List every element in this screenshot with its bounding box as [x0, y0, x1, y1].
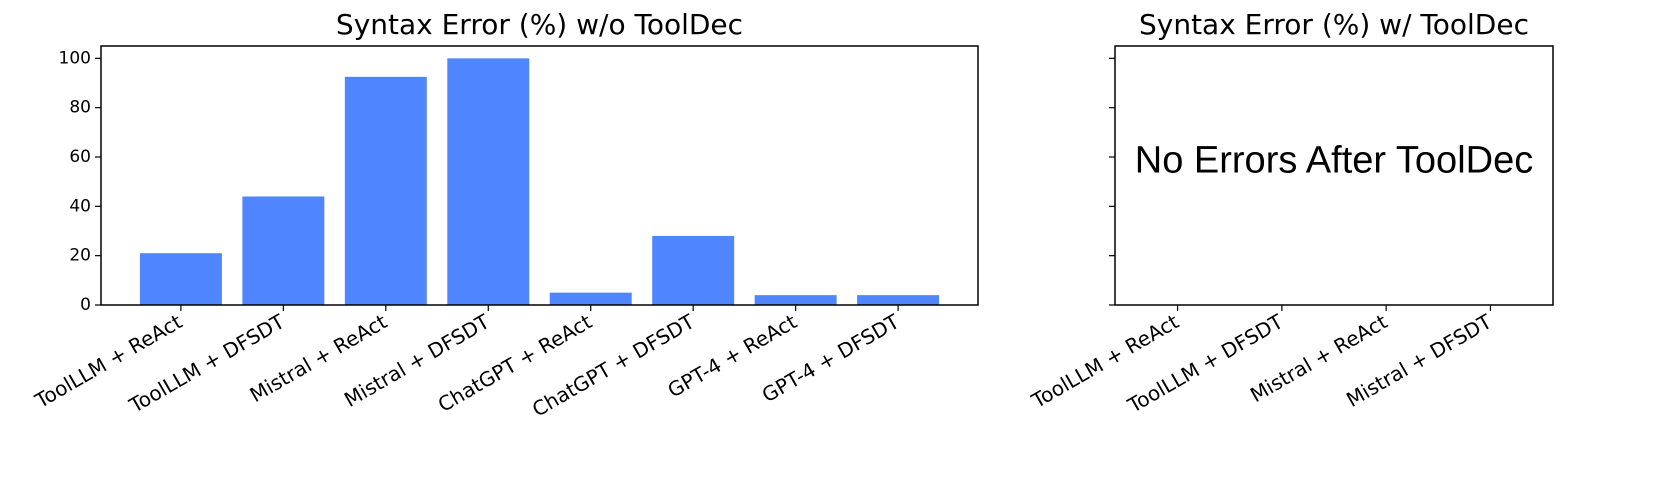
- y-tick-label: 60: [69, 147, 91, 167]
- y-tick-label: 100: [59, 48, 91, 68]
- bar: [447, 58, 530, 306]
- axes-frame: [1114, 45, 1554, 306]
- bar: [857, 295, 940, 305]
- y-tick-label: 40: [69, 196, 91, 216]
- chart-title: Syntax Error (%) w/o ToolDec: [336, 8, 743, 41]
- bar: [344, 76, 427, 305]
- y-tick-label: 20: [69, 246, 91, 266]
- bar: [754, 295, 837, 305]
- y-tick-label: 0: [80, 295, 91, 315]
- y-tick-label: 80: [69, 98, 91, 118]
- bar: [139, 253, 222, 305]
- annotation: No Errors After ToolDec: [1135, 140, 1533, 182]
- axes-frame: [100, 45, 979, 306]
- chart-title: Syntax Error (%) w/ ToolDec: [1139, 8, 1529, 41]
- bar: [549, 292, 632, 305]
- bar: [652, 235, 735, 305]
- bar: [242, 196, 325, 305]
